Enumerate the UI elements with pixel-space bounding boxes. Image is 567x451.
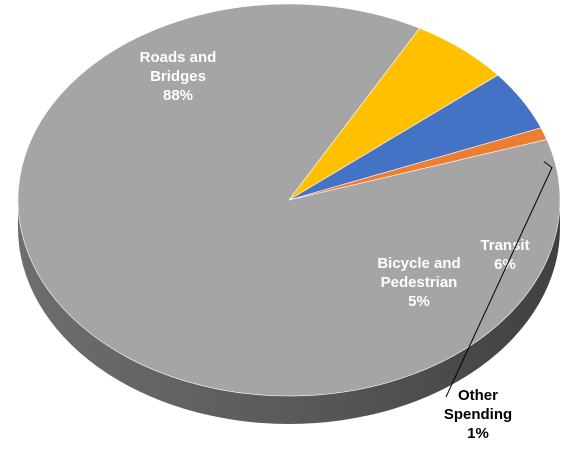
slice-label-0: Roads and Bridges 88% xyxy=(140,49,217,104)
slice-label-line: Bicycle and xyxy=(377,255,460,272)
slice-label-line: Other xyxy=(458,387,498,404)
slice-label-line: 1% xyxy=(467,425,489,442)
pie-slice-3 xyxy=(288,127,548,201)
slice-label-line: 5% xyxy=(408,293,430,310)
slice-label-line: Roads and xyxy=(140,49,217,66)
slice-label-line: Spending xyxy=(444,406,512,423)
slice-label-line: Pedestrian xyxy=(381,274,458,291)
slice-label-line: Transit xyxy=(480,237,529,254)
slice-label-line: 6% xyxy=(494,256,516,273)
leader-line xyxy=(445,161,553,398)
slice-label-3: Other Spending 1% xyxy=(444,387,512,442)
slice-label-1: Transit 6% xyxy=(480,237,529,273)
slice-label-line: Bridges xyxy=(150,68,206,85)
slice-label-line: 88% xyxy=(163,87,193,104)
slice-label-2: Bicycle and Pedestrian 5% xyxy=(377,255,460,310)
